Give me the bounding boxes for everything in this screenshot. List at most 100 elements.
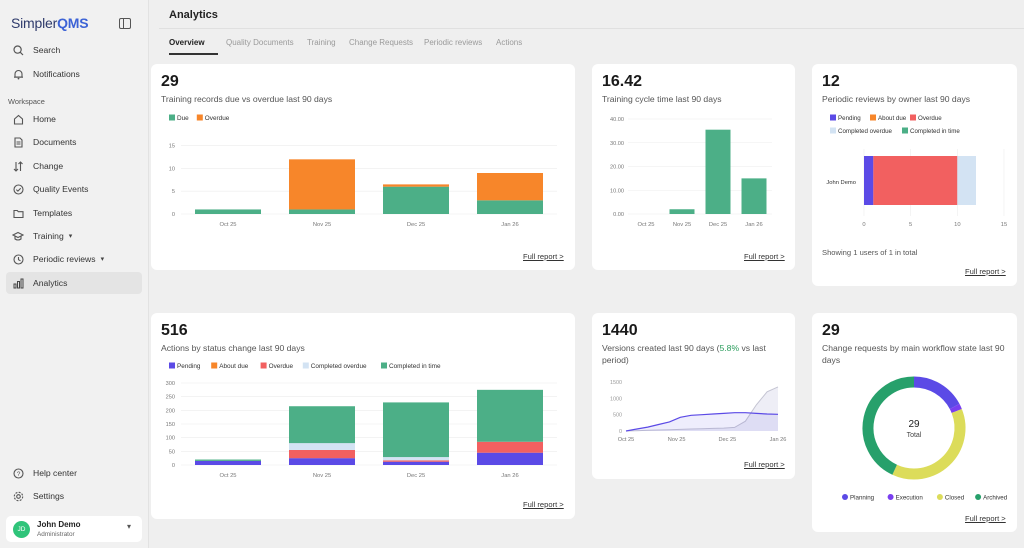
legend-label: Pending: [177, 363, 201, 370]
clock-icon: [12, 253, 24, 265]
home-icon: [12, 113, 24, 125]
x-tick-label: 5: [909, 222, 912, 228]
full-report-link[interactable]: Full report >: [744, 460, 785, 469]
legend-swatch: [842, 494, 848, 500]
metric-value: 516: [161, 322, 188, 339]
gear-icon: [12, 490, 24, 502]
sidebar-item-label: Analytics: [33, 278, 68, 288]
bar-overdue: [289, 159, 355, 210]
y-tick-label: 15: [169, 144, 175, 150]
y-tick-label: 200: [166, 408, 175, 414]
full-report-link[interactable]: Full report >: [523, 252, 564, 261]
legend-label: Completed in time: [910, 128, 960, 135]
bar-completed-in-time: [289, 406, 355, 444]
sidebar-item-label: Search: [33, 45, 61, 55]
card-title: Change requests by main workflow state l…: [822, 343, 1005, 365]
full-report-link[interactable]: Full report >: [965, 267, 1006, 276]
sidebar-item-settings[interactable]: Settings: [6, 485, 142, 507]
bar-overdue: [383, 460, 449, 462]
avatar: JD: [13, 521, 30, 538]
x-tick-label: 0: [862, 222, 865, 228]
series-line: [625, 412, 779, 432]
collapse-sidebar-icon[interactable]: [119, 18, 131, 29]
change-icon: [12, 160, 24, 172]
search-icon: [12, 44, 24, 56]
y-tick-label: 500: [613, 413, 622, 419]
sidebar-item-analytics[interactable]: Analytics: [6, 272, 142, 294]
x-tick-label: Dec 25: [718, 437, 736, 443]
legend-label: About due: [219, 363, 249, 370]
bar-pending: [289, 458, 355, 465]
versions-card: 1440 Versions created last 90 days (5.8%…: [592, 313, 795, 479]
training-due-chart: Due Overdue 0 5 10 15 Oct 25 Nov 25 Dec 25 Jan 26: [169, 114, 557, 228]
bar-overdue: [477, 173, 543, 201]
y-tick-label: 5: [172, 189, 175, 195]
help-icon: ?: [12, 467, 24, 479]
sidebar-item-periodic-reviews[interactable]: Periodic reviews ▾: [6, 248, 142, 270]
user-menu[interactable]: JD John Demo Administrator ▾: [6, 516, 142, 542]
folder-icon: [12, 207, 24, 219]
x-tick-label: Nov 25: [313, 222, 331, 228]
legend-swatch: [830, 127, 836, 134]
x-tick-label: 15: [1001, 222, 1007, 228]
x-tick-label: Dec 25: [407, 222, 425, 228]
legend-swatch: [975, 494, 982, 500]
legend-swatch: [910, 114, 916, 121]
app-logo[interactable]: SimplerQMS: [11, 15, 89, 31]
legend-label: Completed overdue: [838, 128, 893, 135]
full-report-link[interactable]: Full report >: [744, 252, 785, 261]
actions-chart: Pending About due Overdue Completed overdue…: [166, 362, 557, 479]
full-report-link[interactable]: Full report >: [965, 514, 1006, 523]
sidebar-item-home[interactable]: Home: [6, 108, 142, 130]
full-report-link[interactable]: Full report >: [523, 500, 564, 509]
y-tick-label: 1000: [610, 396, 622, 402]
tab-change-requests[interactable]: Change Requests: [349, 38, 414, 47]
donut-total-label: Total: [907, 432, 922, 439]
card-title: Versions created last 90 days (5.8% vs l…: [602, 343, 766, 365]
tab-actions[interactable]: Actions: [496, 38, 523, 47]
graduation-cap-icon: [12, 230, 24, 242]
bar-due: [195, 209, 261, 214]
bar-completed-overdue: [383, 457, 449, 461]
legend-swatch: [302, 362, 309, 369]
sidebar-item-help-center[interactable]: ? Help center: [6, 462, 142, 484]
metric-value: 1440: [602, 322, 638, 339]
tab-overview[interactable]: Overview: [169, 38, 205, 47]
sidebar-item-label: Templates: [33, 208, 73, 218]
bar-completed-in-time: [477, 389, 543, 442]
sidebar-item-change[interactable]: Change: [6, 155, 142, 177]
chevron-down-icon[interactable]: ▾: [100, 256, 105, 263]
card-title: Actions by status change last 90 days: [161, 343, 305, 353]
chevron-down-icon[interactable]: ▾: [68, 233, 73, 240]
y-tick-label: 150: [166, 422, 175, 428]
bar-due: [477, 200, 543, 214]
sidebar-item-label: Home: [33, 114, 56, 124]
card-title: Training records due vs overdue last 90 …: [161, 94, 333, 104]
users-count-text: Showing 1 users of 1 in total: [822, 248, 918, 257]
metric-value: 29: [822, 322, 840, 339]
sidebar-item-training[interactable]: Training ▾: [6, 225, 142, 247]
bar-completed-overdue: [289, 443, 355, 450]
versions-chart: 0 500 1000 1500 Oct 25 Nov 25 Dec 25 Jan 26: [610, 380, 786, 443]
legend-label: Overdue: [269, 363, 294, 370]
metric-value: 12: [822, 73, 840, 90]
legend-swatch: [211, 362, 218, 369]
y-tick-label: 0: [619, 429, 622, 435]
tab-training[interactable]: Training: [307, 38, 336, 47]
sidebar-item-quality-events[interactable]: Quality Events: [6, 178, 142, 200]
x-tick-label: Oct 25: [637, 222, 654, 228]
legend-label: Execution: [896, 495, 924, 502]
periodic-reviews-card: 12 Periodic reviews by owner last 90 day…: [812, 64, 1017, 286]
tab-quality-documents[interactable]: Quality Documents: [226, 38, 294, 47]
legend-label: Due: [177, 115, 189, 122]
x-tick-label: 10: [954, 222, 960, 228]
legend-label: Overdue: [918, 115, 942, 122]
x-tick-label: Dec 25: [709, 222, 727, 228]
tab-periodic-reviews[interactable]: Periodic reviews: [424, 38, 483, 47]
sidebar-item-templates[interactable]: Templates: [6, 202, 142, 224]
training-due-card: 29 Training records due vs overdue last …: [151, 64, 575, 270]
sidebar-item-search[interactable]: Search: [6, 39, 142, 61]
sidebar-item-notifications[interactable]: Notifications: [6, 63, 142, 85]
sidebar-item-label: Settings: [33, 491, 65, 501]
sidebar-item-documents[interactable]: Documents: [6, 131, 142, 153]
